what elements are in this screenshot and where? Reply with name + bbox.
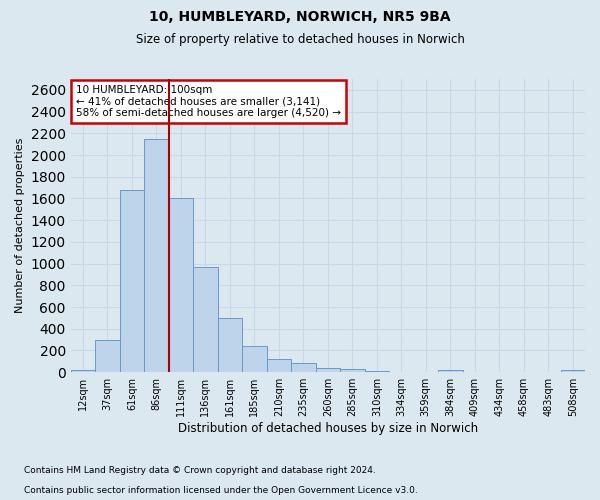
Text: 10, HUMBLEYARD, NORWICH, NR5 9BA: 10, HUMBLEYARD, NORWICH, NR5 9BA (149, 10, 451, 24)
Bar (218, 318, 242, 372)
Text: Size of property relative to detached houses in Norwich: Size of property relative to detached ho… (136, 32, 464, 46)
Bar (144, 138, 169, 372)
Bar (242, 346, 266, 372)
Bar (169, 198, 193, 372)
Bar (71, 370, 95, 372)
Bar (560, 370, 585, 372)
X-axis label: Distribution of detached houses by size in Norwich: Distribution of detached houses by size … (178, 422, 478, 435)
Bar (95, 340, 119, 372)
Bar (119, 190, 144, 372)
Bar (291, 363, 316, 372)
Bar (340, 370, 365, 372)
Bar (193, 267, 218, 372)
Text: 10 HUMBLEYARD: 100sqm
← 41% of detached houses are smaller (3,141)
58% of semi-d: 10 HUMBLEYARD: 100sqm ← 41% of detached … (76, 85, 341, 118)
Bar (365, 371, 389, 372)
Text: Contains HM Land Registry data © Crown copyright and database right 2024.: Contains HM Land Registry data © Crown c… (24, 466, 376, 475)
Bar (266, 359, 291, 372)
Y-axis label: Number of detached properties: Number of detached properties (15, 138, 25, 314)
Bar (316, 368, 340, 372)
Bar (438, 370, 463, 372)
Text: Contains public sector information licensed under the Open Government Licence v3: Contains public sector information licen… (24, 486, 418, 495)
